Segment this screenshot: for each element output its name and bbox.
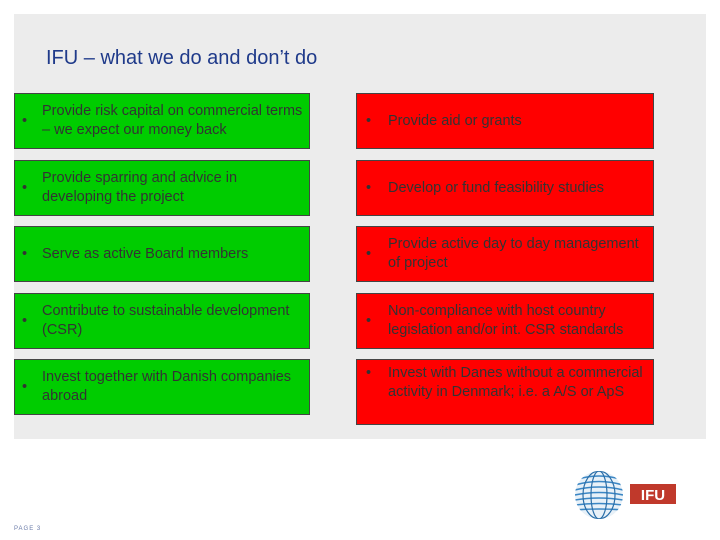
dont-item-text: Provide active day to day management of … [388,236,639,271]
dont-item: • Develop or fund feasibility studies [356,160,654,216]
dont-item-text: Non-compliance with host country legisla… [388,303,624,338]
bullet: • [366,112,372,129]
dont-item: • Invest with Danes without a commercial… [356,359,654,425]
bullet: • [22,112,28,129]
slide-title: IFU – what we do and don’t do [46,47,318,69]
dont-item: • Provide active day to day management o… [356,226,654,282]
do-item-text: Provide sparring and advice in developin… [42,170,238,205]
do-item: • Invest together with Danish companies … [14,359,310,415]
logo-text: IFU [641,487,665,504]
dont-item: • Non-compliance with host country legis… [356,293,654,349]
bullet: • [366,179,372,196]
do-item-text: Contribute to sustainable development (C… [42,303,290,338]
bullet: • [22,245,28,262]
bullet: • [22,179,28,196]
do-item: • Provide risk capital on commercial ter… [14,93,310,149]
globe-icon [575,471,623,519]
do-item-text: Provide risk capital on commercial terms… [42,103,303,138]
do-item-text: Invest together with Danish companies ab… [42,369,292,404]
bullet: • [366,245,372,262]
page-number: PAGE 3 [14,526,42,532]
bullet: • [22,378,28,395]
bullet: • [22,312,28,329]
do-item: • Contribute to sustainable development … [14,293,310,349]
do-item: • Serve as active Board members [14,226,310,282]
do-item: • Provide sparring and advice in develop… [14,160,310,216]
dont-item-text: Invest with Danes without a commercial a… [388,365,643,400]
dont-item-text: Develop or fund feasibility studies [388,179,605,196]
do-item-text: Serve as active Board members [42,245,249,262]
dont-item-text: Provide aid or grants [388,112,522,129]
dont-item: • Provide aid or grants [356,93,654,149]
ifu-logo: IFU [575,471,676,519]
bullet: • [366,312,372,329]
bullet: • [366,365,372,381]
